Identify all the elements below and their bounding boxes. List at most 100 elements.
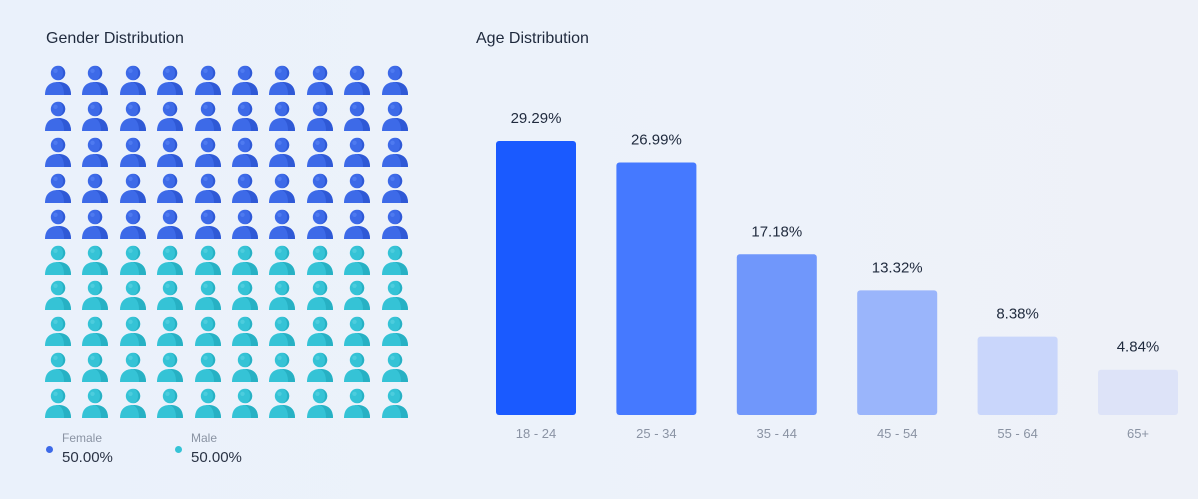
person-icon-female: [194, 172, 222, 204]
person-icon-male: [194, 244, 222, 276]
person-icon-male: [156, 315, 184, 347]
person-icon-male: [81, 279, 109, 311]
x-tick-label-1: 18 - 24: [516, 426, 556, 441]
person-icon-female: [343, 172, 371, 204]
age-distribution-title: Age Distribution: [476, 30, 589, 47]
person-icon-male: [194, 387, 222, 419]
person-icon-male: [44, 244, 72, 276]
bar-5: [977, 336, 1058, 415]
bar-value-label-2: 26.99%: [631, 132, 682, 149]
person-icon-female: [306, 208, 334, 240]
person-icon-male: [306, 315, 334, 347]
person-icon-female: [81, 100, 109, 132]
person-icon-female: [268, 64, 296, 96]
female-legend-value: 50.00%: [62, 449, 113, 466]
person-icon-female: [268, 208, 296, 240]
person-icon-female: [231, 172, 259, 204]
person-icon-male: [44, 387, 72, 419]
person-icon-female: [343, 208, 371, 240]
person-icon-female: [156, 136, 184, 168]
person-icon-female: [81, 208, 109, 240]
person-icon-female: [343, 136, 371, 168]
person-icon-female: [81, 64, 109, 96]
person-icon-male: [268, 244, 296, 276]
person-icon-female: [119, 136, 147, 168]
person-icon-female: [268, 136, 296, 168]
person-icon-male: [44, 351, 72, 383]
person-icon-female: [44, 172, 72, 204]
person-icon-male: [343, 315, 371, 347]
person-icon-male: [343, 351, 371, 383]
person-icon-female: [194, 64, 222, 96]
person-icon-male: [81, 351, 109, 383]
person-icon-male: [44, 279, 72, 311]
person-icon-male: [343, 279, 371, 311]
person-icon-female: [119, 208, 147, 240]
person-icon-male: [381, 387, 409, 419]
person-icon-female: [119, 64, 147, 96]
bar-3: [736, 254, 817, 415]
person-icon-male: [156, 387, 184, 419]
bar-2: [616, 162, 697, 415]
person-icon-female: [381, 100, 409, 132]
person-icon-female: [306, 100, 334, 132]
person-icon-female: [44, 136, 72, 168]
person-icon-male: [194, 279, 222, 311]
person-icon-female: [44, 208, 72, 240]
person-icon-female: [306, 136, 334, 168]
person-icon-male: [231, 315, 259, 347]
person-icon-female: [343, 100, 371, 132]
person-icon-female: [381, 64, 409, 96]
person-icon-female: [343, 64, 371, 96]
person-icon-female: [156, 172, 184, 204]
male-legend-value: 50.00%: [191, 449, 242, 466]
person-icon-male: [268, 315, 296, 347]
person-icon-male: [381, 279, 409, 311]
person-icon-male: [194, 351, 222, 383]
age-distribution-chart: 29.29% 18 - 24 26.99% 25 - 34 17.18% 35 - 44 1…: [496, 110, 1178, 441]
person-icon-male: [119, 315, 147, 347]
person-icon-male: [44, 315, 72, 347]
person-icon-male: [306, 387, 334, 419]
x-tick-label-3: 35 - 44: [757, 426, 797, 441]
bar-value-label-3: 17.18%: [751, 223, 802, 240]
person-icon-male: [231, 387, 259, 419]
gender-distribution-title: Gender Distribution: [46, 30, 184, 47]
x-tick-label-2: 25 - 34: [636, 426, 676, 441]
person-icon-female: [194, 208, 222, 240]
bar-value-label-6: 4.84%: [1117, 339, 1160, 356]
person-icon-female: [268, 100, 296, 132]
person-icon-female: [156, 208, 184, 240]
person-icon-female: [381, 136, 409, 168]
person-icon-male: [81, 315, 109, 347]
person-icon-female: [156, 64, 184, 96]
x-tick-label-6: 65+: [1127, 426, 1149, 441]
person-icon-male: [156, 279, 184, 311]
person-icon-male: [306, 244, 334, 276]
person-icon-male: [231, 279, 259, 311]
person-icon-male: [231, 351, 259, 383]
bar-4: [857, 290, 938, 415]
person-icon-male: [306, 279, 334, 311]
person-icon-male: [119, 387, 147, 419]
x-tick-label-5: 55 - 64: [997, 426, 1037, 441]
person-icon-male: [119, 351, 147, 383]
person-icon-male: [268, 387, 296, 419]
female-legend-dot: [46, 446, 53, 453]
person-icon-male: [268, 351, 296, 383]
person-icon-male: [81, 387, 109, 419]
person-icon-male: [156, 351, 184, 383]
bar-value-label-5: 8.38%: [996, 306, 1039, 323]
person-icon-male: [343, 387, 371, 419]
person-icon-female: [306, 64, 334, 96]
person-icon-female: [231, 208, 259, 240]
person-icon-male: [81, 244, 109, 276]
gender-pictogram: [44, 64, 410, 420]
person-icon-female: [231, 64, 259, 96]
person-icon-male: [119, 279, 147, 311]
person-icon-female: [44, 64, 72, 96]
male-legend-label: Male: [191, 431, 218, 445]
person-icon-female: [81, 172, 109, 204]
person-icon-male: [381, 315, 409, 347]
person-icon-male: [119, 244, 147, 276]
